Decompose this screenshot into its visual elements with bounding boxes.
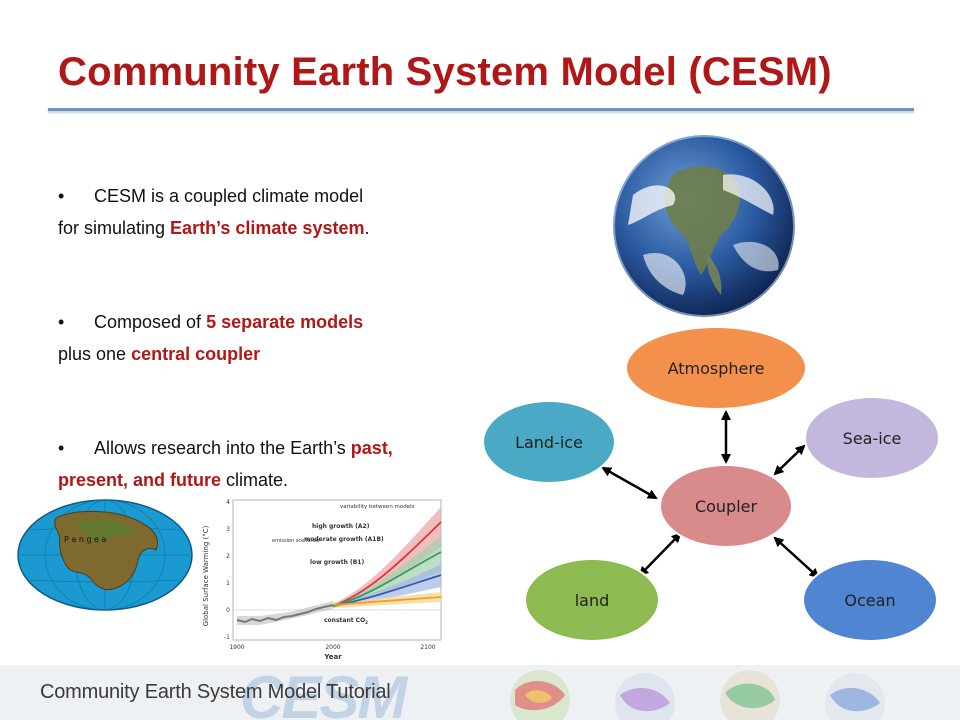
footer-band: CESM Community Earth System Model Tutori…: [0, 665, 960, 720]
bullet-emphasis: Earth’s climate system: [170, 218, 365, 238]
chart-xlabel: Year: [323, 653, 342, 661]
coupler-label: Coupler: [695, 497, 758, 516]
landice-node: Land-ice: [482, 400, 616, 484]
footer-title: Community Earth System Model Tutorial: [40, 681, 391, 703]
series-constant-co2: [332, 596, 442, 606]
y-tick: 3: [226, 526, 230, 533]
legend-b1: low growth (B1): [310, 559, 364, 566]
arrow-ocean-coupler: [773, 536, 820, 579]
legend-constant-co2: constant CO: [324, 617, 365, 624]
series-a2: [332, 521, 442, 607]
arrow-land-coupler: [638, 532, 682, 577]
bullet-list: • CESM is a coupled climate model for sim…: [58, 180, 458, 558]
bullet-item: • Composed of 5 separate models plus one …: [58, 306, 458, 370]
bullet-item: • CESM is a coupled climate model for sim…: [58, 180, 458, 244]
bullet-item: • Allows research into the Earth’s past, …: [58, 432, 458, 496]
legend-a1b: moderate growth (A1B): [304, 536, 384, 543]
y-tick: 2: [226, 553, 230, 560]
bullet-glyph: •: [58, 438, 65, 458]
ocean-node: Ocean: [802, 558, 938, 642]
y-tick: 4: [226, 499, 230, 506]
title-divider: [48, 108, 914, 111]
y-tick: 0: [226, 607, 230, 614]
x-tick: 1900: [229, 644, 244, 651]
atmosphere-label: Atmosphere: [668, 359, 765, 378]
arrow-seaice-coupler: [773, 444, 806, 476]
arrow-landice-coupler: [601, 466, 658, 500]
y-tick: 1: [226, 580, 230, 587]
cesm-component-diagram: Atmosphere Land-ice Sea-ice Coupler land…: [482, 326, 940, 642]
bullet-text: .: [364, 218, 370, 238]
bullet-text: Allows research into the Earth’s: [94, 438, 351, 458]
pangaea-map-image: P a n g e a: [17, 499, 193, 611]
bullet-emphasis: past,: [350, 438, 393, 458]
seaice-label: Sea-ice: [843, 429, 902, 448]
global-warming-chart: Global Surface Warming (°C) 4 3 2 1 0 -1…: [202, 499, 442, 661]
pangaea-label: P a n g e a: [64, 535, 107, 544]
svg-text:constant CO2: constant CO2: [324, 617, 368, 625]
bullet-emphasis: 5 separate models: [206, 312, 364, 332]
bullet-glyph: •: [58, 312, 65, 332]
earth-globe-image: [613, 135, 795, 317]
legend-a2: high growth (A2): [312, 523, 370, 530]
x-tick: 2100: [420, 644, 435, 651]
bullet-emphasis: central coupler: [131, 344, 261, 364]
y-tick: -1: [224, 634, 230, 641]
bullet-text: climate.: [221, 470, 289, 490]
bullet-glyph: •: [58, 186, 65, 206]
seaice-node: Sea-ice: [804, 396, 940, 480]
series-a1b: [332, 551, 442, 607]
footer-map-images: [510, 670, 885, 720]
coupler-node: Coupler: [659, 464, 793, 548]
bullet-text: plus one: [58, 344, 132, 364]
bullet-text: CESM is a coupled climate model: [94, 186, 364, 206]
atmosphere-node: Atmosphere: [625, 326, 807, 410]
x-tick: 2000: [325, 644, 340, 651]
bullet-text: for simulating: [58, 218, 171, 238]
legend-co2-subscript: 2: [365, 620, 368, 625]
bullet-emphasis: present, and future: [58, 470, 222, 490]
ocean-label: Ocean: [844, 591, 895, 610]
slide-title: Community Earth System Model (CESM): [58, 50, 832, 94]
landice-label: Land-ice: [515, 433, 583, 452]
bullet-text: Composed of: [94, 312, 207, 332]
chart-ylabel: Global Surface Warming (°C): [202, 525, 210, 626]
land-label: land: [575, 591, 610, 610]
emission-label: emission scenarios: [272, 538, 320, 544]
cesm-logo: CESM: [240, 665, 407, 720]
land-node: land: [524, 558, 660, 642]
chart-note: variability between models: [340, 504, 415, 510]
